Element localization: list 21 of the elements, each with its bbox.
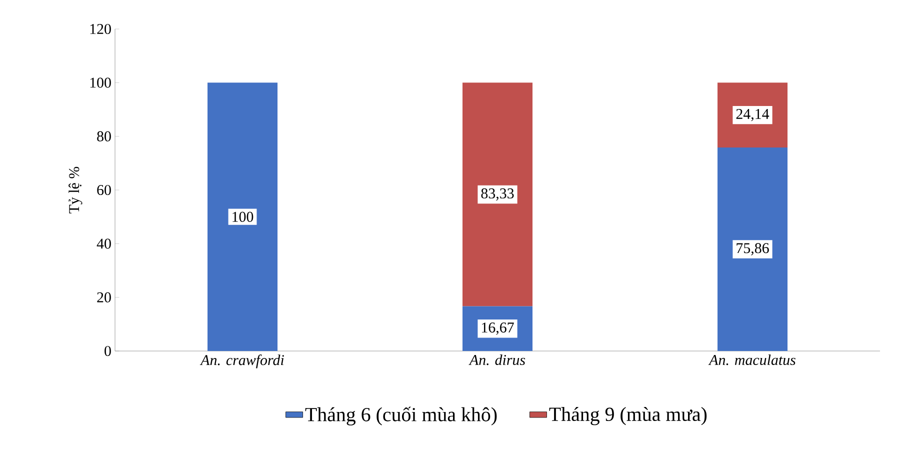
y-tick-label: 100 bbox=[90, 78, 111, 88]
bar bbox=[462, 82, 533, 306]
data-label: 16,67 bbox=[482, 322, 514, 335]
y-tick-label: 20 bbox=[97, 292, 111, 302]
data-label: 24,14 bbox=[736, 108, 770, 122]
bar bbox=[208, 82, 278, 351]
data-label: 75,86 bbox=[736, 243, 769, 256]
data-label: 83,33 bbox=[481, 188, 514, 201]
y-tick-label: 80 bbox=[97, 131, 111, 142]
legend-label: Tháng 6 (cuối mùa khô) bbox=[305, 406, 497, 426]
x-tick-label: An. maculatus bbox=[708, 354, 796, 366]
y-tick-label: 120 bbox=[90, 24, 111, 34]
y-tick-label: 0 bbox=[104, 346, 111, 356]
y-tick-label: 40 bbox=[96, 238, 111, 249]
y-axis-title: Tỷ lệ % bbox=[68, 166, 82, 214]
data-label: 100 bbox=[232, 212, 254, 222]
x-tick-label: An. crawfordi bbox=[200, 354, 284, 368]
x-tick-label: An. dirus bbox=[468, 354, 526, 366]
legend-label: Tháng 9 (mùa mưa) bbox=[549, 406, 707, 426]
bar bbox=[718, 147, 788, 351]
y-tick-label: 60 bbox=[97, 184, 111, 196]
